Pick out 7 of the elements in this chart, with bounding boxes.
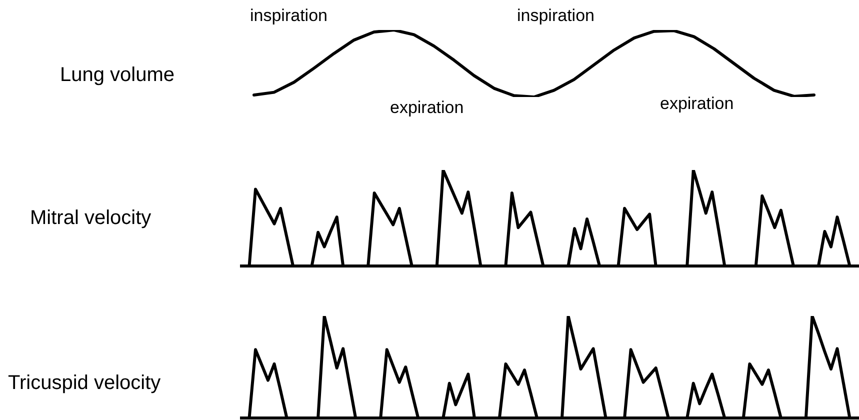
text: expiration	[390, 98, 464, 118]
text: Lung volume	[60, 64, 175, 87]
text: inspiration	[250, 6, 328, 26]
text: Mitral velocity	[30, 207, 152, 230]
text: inspiration	[517, 6, 594, 26]
annotation: expiration	[660, 94, 734, 114]
text: Tricuspid velocity	[8, 372, 161, 395]
